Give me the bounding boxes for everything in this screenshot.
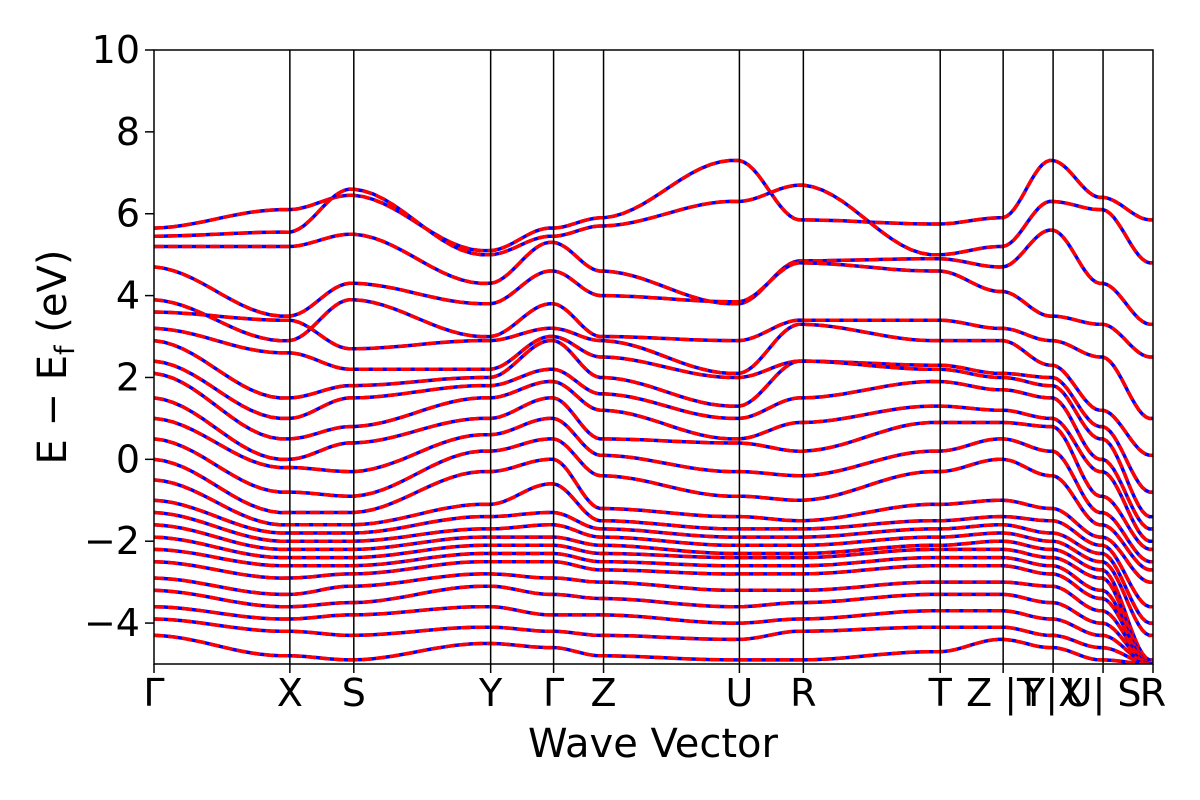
x-tick-label: Z: [591, 671, 617, 715]
x-tick-label: Y: [478, 671, 503, 715]
y-tick-label: 2: [116, 355, 140, 399]
x-tick-label: T: [928, 671, 953, 715]
y-tick-label: 4: [116, 274, 140, 318]
x-tick-label: R: [1140, 671, 1166, 715]
y-axis-label-unit: (eV): [30, 250, 76, 346]
x-tick-label: U| S: [1065, 671, 1142, 716]
x-tick-label: U: [725, 671, 753, 715]
x-tick-label: R: [790, 671, 816, 715]
y-axis-label-subscript: f: [50, 344, 81, 355]
y-tick-label: 6: [116, 192, 140, 236]
x-tick-label: X: [277, 671, 303, 715]
x-tick-label: Γ: [543, 671, 564, 715]
x-tick-label: Z |T: [966, 671, 1041, 716]
y-axis-label-main: E − E: [30, 355, 76, 465]
y-tick-label: −4: [84, 601, 140, 645]
x-tick-label: Y|X: [1021, 671, 1084, 716]
y-tick-label: 8: [116, 110, 140, 154]
x-axis-label: Wave Vector: [528, 721, 779, 767]
x-tick-label: S: [342, 671, 366, 715]
y-axis: 10 8 6 4 2 0 −2 −4: [84, 28, 154, 645]
y-tick-label: −2: [84, 519, 140, 563]
y-tick-label: 10: [92, 28, 140, 72]
kpoint-lines: [289, 50, 1104, 664]
y-axis-label: E − Ef (eV): [30, 250, 81, 465]
y-tick-label: 0: [116, 437, 140, 481]
x-tick-label: Γ: [143, 671, 164, 715]
plot-frame: [153, 49, 1154, 665]
